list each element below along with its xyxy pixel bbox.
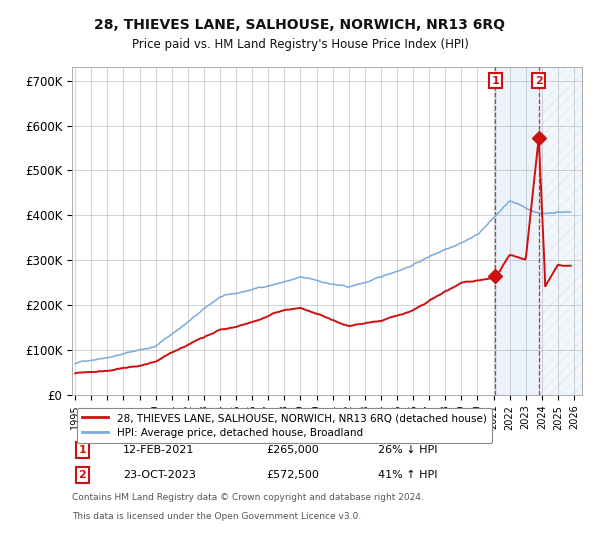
Text: 1: 1 xyxy=(491,76,499,86)
Bar xyxy=(539,67,582,395)
Text: 12-FEB-2021: 12-FEB-2021 xyxy=(123,445,194,455)
Text: Contains HM Land Registry data © Crown copyright and database right 2024.: Contains HM Land Registry data © Crown c… xyxy=(72,493,424,502)
Text: 2: 2 xyxy=(535,76,542,86)
Text: 23-OCT-2023: 23-OCT-2023 xyxy=(123,470,196,480)
Text: 28, THIEVES LANE, SALHOUSE, NORWICH, NR13 6RQ: 28, THIEVES LANE, SALHOUSE, NORWICH, NR1… xyxy=(95,18,505,32)
Text: 41% ↑ HPI: 41% ↑ HPI xyxy=(378,470,437,480)
Text: Price paid vs. HM Land Registry's House Price Index (HPI): Price paid vs. HM Land Registry's House … xyxy=(131,38,469,52)
Text: 26% ↓ HPI: 26% ↓ HPI xyxy=(378,445,437,455)
Text: 2: 2 xyxy=(79,470,86,480)
Text: This data is licensed under the Open Government Licence v3.0.: This data is licensed under the Open Gov… xyxy=(72,512,361,521)
Text: £572,500: £572,500 xyxy=(266,470,319,480)
Text: 1: 1 xyxy=(79,445,86,455)
Legend: 28, THIEVES LANE, SALHOUSE, NORWICH, NR13 6RQ (detached house), HPI: Average pri: 28, THIEVES LANE, SALHOUSE, NORWICH, NR1… xyxy=(77,408,492,443)
Text: £265,000: £265,000 xyxy=(266,445,319,455)
Bar xyxy=(496,67,539,395)
